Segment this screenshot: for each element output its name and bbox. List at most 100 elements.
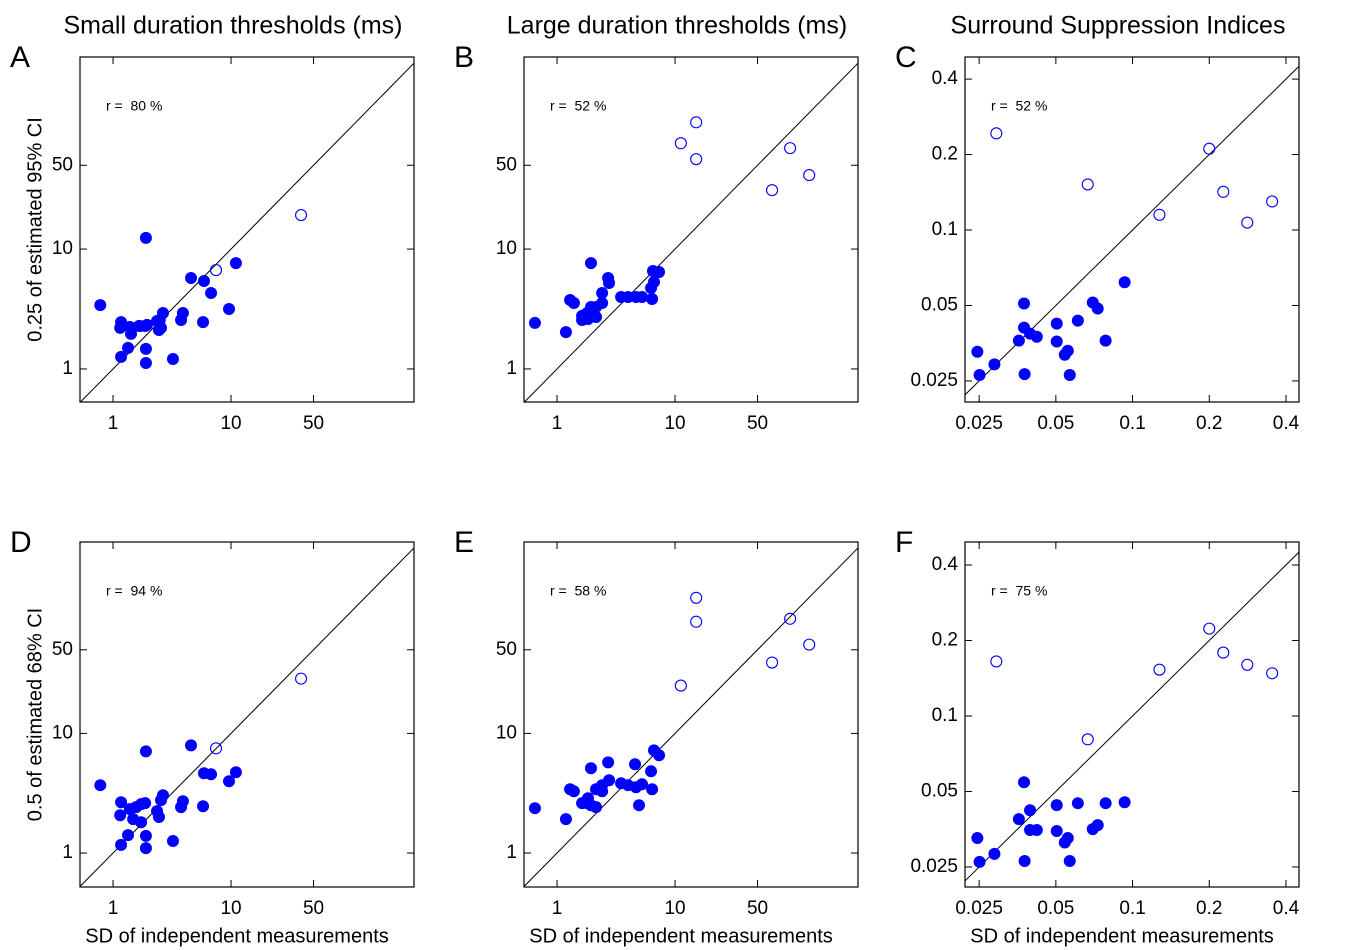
annotation: r = 52 %	[550, 98, 606, 114]
open-point	[1081, 733, 1094, 746]
identity-line	[80, 547, 414, 887]
x-tick-label: 10	[220, 898, 241, 919]
annotation: r = 58 %	[550, 583, 606, 599]
open-point	[1203, 622, 1216, 635]
filled-point	[988, 847, 1001, 860]
filled-point	[559, 326, 572, 339]
y-tick-label: 1	[62, 842, 73, 863]
panel-label: A	[10, 41, 30, 74]
filled-point	[973, 855, 986, 868]
filled-point	[114, 809, 127, 822]
x-tick-label: 50	[303, 413, 324, 434]
filled-point	[636, 291, 649, 304]
filled-point	[156, 306, 169, 319]
filled-point	[152, 811, 165, 824]
panel: 1 10 50 1 10 50 r = 80 % A Small duration thresh…	[10, 12, 415, 434]
open-point	[784, 142, 797, 155]
filled-point	[139, 745, 152, 758]
x-tick-label: 1	[108, 898, 119, 919]
filled-point	[185, 272, 198, 285]
x-axis-label: SD of independent measurements	[85, 925, 389, 947]
y-tick-label: 0.05	[921, 294, 958, 315]
filled-point	[197, 800, 210, 813]
y-tick-label: 10	[496, 722, 517, 743]
y-tick-label: 10	[496, 238, 517, 259]
filled-point	[156, 789, 169, 802]
filled-point	[1061, 344, 1074, 357]
filled-point	[973, 368, 986, 381]
panel-label: D	[10, 526, 32, 559]
open-point	[1203, 142, 1216, 155]
panel: 1 10 50 1 10 50 r = 58 % E SD of independent mea…	[454, 526, 859, 947]
filled-point	[596, 296, 609, 309]
y-axis-label: 0.5 of estimated 68% CI	[24, 608, 46, 821]
filled-point	[139, 320, 152, 333]
filled-point	[1091, 302, 1104, 315]
open-point	[295, 209, 308, 222]
filled-point	[139, 842, 152, 855]
filled-point	[1071, 797, 1084, 810]
y-tick-label: 0.2	[932, 629, 958, 650]
x-tick-label: 50	[747, 413, 768, 434]
filled-point	[114, 321, 127, 334]
filled-point	[1118, 276, 1131, 289]
open-point	[690, 116, 703, 129]
x-axis-label: SD of independent measurements	[529, 925, 833, 947]
filled-point	[139, 829, 152, 842]
filled-point	[584, 257, 597, 270]
filled-point	[1099, 334, 1112, 347]
filled-point	[115, 838, 128, 851]
filled-point	[1024, 804, 1037, 817]
y-tick-label: 0.2	[932, 144, 958, 165]
filled-point	[971, 832, 984, 845]
filled-point	[567, 296, 580, 309]
x-tick-label: 1	[108, 413, 119, 434]
open-point	[1266, 667, 1279, 680]
x-axis-label: SD of independent measurements	[970, 925, 1274, 947]
y-tick-label: 1	[62, 358, 73, 379]
filled-point	[636, 778, 649, 791]
y-tick-label: 50	[496, 154, 517, 175]
filled-point	[166, 353, 179, 366]
panel-label: C	[895, 41, 917, 74]
open-point	[690, 591, 703, 604]
x-tick-label: 0.2	[1196, 898, 1222, 919]
x-tick-label: 0.4	[1273, 898, 1300, 919]
filled-point	[1071, 314, 1084, 327]
x-tick-label: 50	[747, 898, 768, 919]
panel-title: Large duration thresholds (ms)	[507, 12, 847, 40]
filled-point	[124, 327, 137, 340]
filled-point	[603, 277, 616, 290]
open-point	[766, 656, 779, 669]
y-tick-label: 0.025	[910, 370, 958, 391]
filled-point	[602, 756, 615, 769]
identity-line	[524, 547, 858, 887]
filled-point	[988, 358, 1001, 371]
filled-point	[653, 749, 666, 762]
open-point	[1153, 208, 1166, 221]
filled-point	[1099, 797, 1112, 810]
filled-point	[135, 816, 148, 829]
plot-frame	[964, 541, 1300, 888]
identity-line	[965, 551, 1299, 882]
filled-point	[528, 802, 541, 815]
filled-point	[633, 799, 646, 812]
annotation: r = 80 %	[106, 98, 162, 114]
panel-title: Surround Suppression Indices	[951, 12, 1286, 40]
open-point	[990, 127, 1003, 140]
y-tick-label: 1	[506, 358, 517, 379]
filled-point	[139, 357, 152, 370]
filled-point	[139, 342, 152, 355]
filled-point	[176, 795, 189, 808]
filled-point	[166, 835, 179, 848]
x-tick-label: 0.4	[1273, 413, 1300, 434]
filled-point	[1050, 335, 1063, 348]
filled-point	[1061, 832, 1074, 845]
filled-point	[971, 345, 984, 358]
filled-point	[1050, 824, 1063, 837]
plot-frame	[79, 56, 415, 403]
open-point	[1241, 216, 1254, 229]
plot-frame	[523, 56, 859, 403]
x-tick-label: 0.1	[1119, 413, 1145, 434]
panel: 0.025 0.05 0.1 0.2 0.4 0.025 0.05 0.1 0.2 0.4 r = …	[895, 12, 1300, 434]
